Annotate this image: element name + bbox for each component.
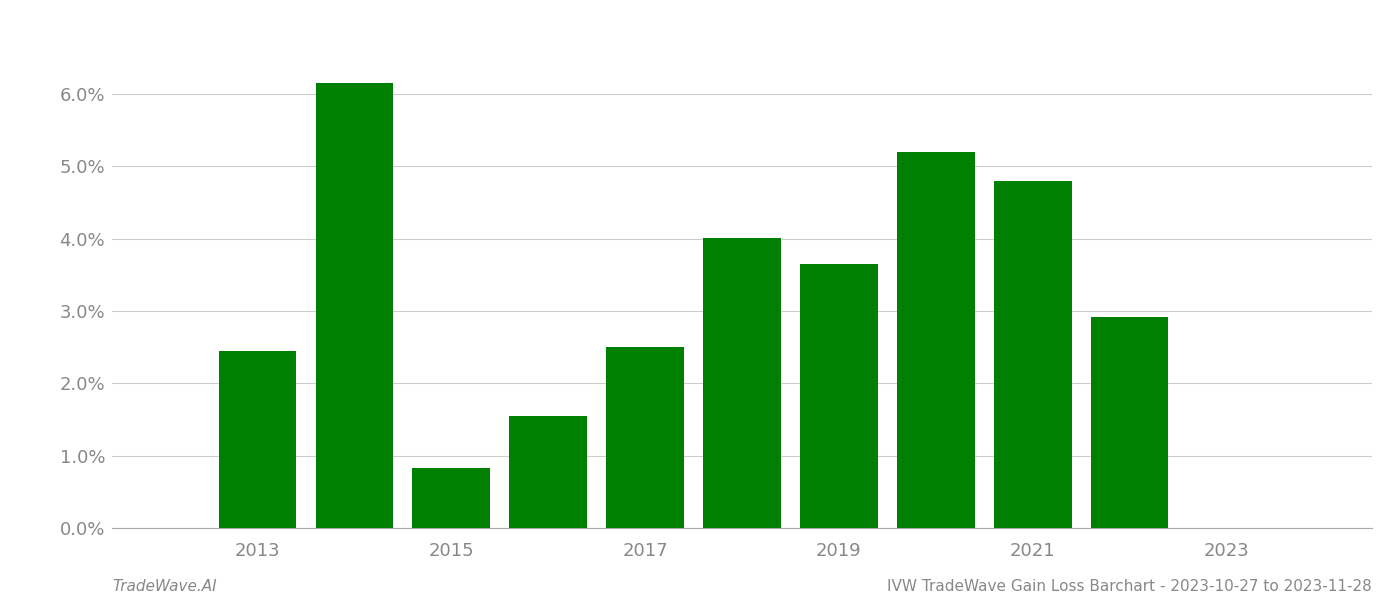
Text: IVW TradeWave Gain Loss Barchart - 2023-10-27 to 2023-11-28: IVW TradeWave Gain Loss Barchart - 2023-… [888,579,1372,594]
Bar [413,468,490,528]
Text: TradeWave.AI: TradeWave.AI [112,579,217,594]
Bar [315,83,393,528]
Bar [703,238,781,528]
Bar [897,152,974,528]
Bar [606,347,683,528]
Bar [994,181,1071,528]
Bar [1091,317,1169,528]
Bar [801,264,878,528]
Bar [218,351,297,528]
Bar [510,416,587,528]
